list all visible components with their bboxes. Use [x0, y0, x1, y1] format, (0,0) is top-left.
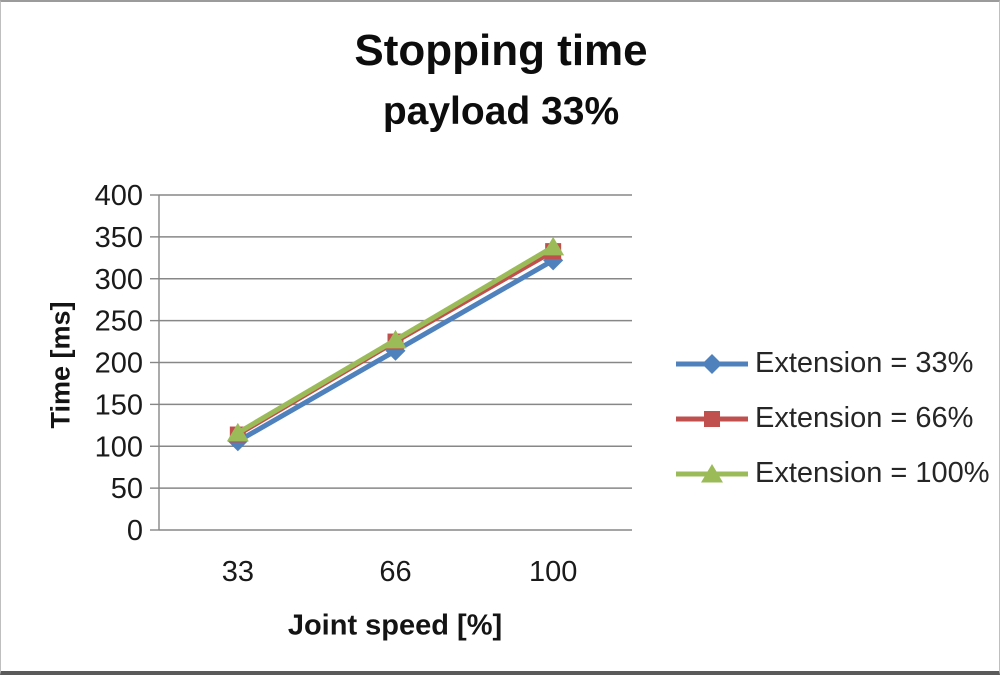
svg-text:50: 50: [111, 473, 143, 505]
svg-text:200: 200: [95, 348, 143, 380]
chart-subtitle: payload 33%: [382, 90, 620, 133]
legend-marker-triangle-icon: [676, 463, 748, 482]
svg-text:150: 150: [95, 389, 143, 421]
y-axis-title: Time [ms]: [45, 301, 76, 429]
svg-text:66: 66: [379, 556, 411, 588]
legend-label: Extension = 100%: [755, 457, 990, 489]
svg-text:400: 400: [95, 180, 143, 212]
svg-text:100: 100: [95, 431, 143, 463]
legend-marker-square-icon: [676, 410, 748, 427]
svg-text:0: 0: [127, 515, 143, 547]
svg-text:100: 100: [529, 556, 577, 588]
legend-item-extension-33: Extension = 33%: [674, 347, 990, 379]
legend-item-extension-66: Extension = 66%: [674, 402, 990, 434]
chart-title: Stopping time: [354, 26, 648, 75]
svg-text:33: 33: [222, 556, 254, 588]
svg-text:250: 250: [95, 306, 143, 338]
legend-marker-diamond-icon: [676, 353, 748, 374]
svg-text:350: 350: [95, 222, 143, 254]
svg-text:300: 300: [95, 264, 143, 296]
legend: Extension = 33% Extension = 66% Extensio…: [674, 347, 990, 489]
legend-label: Extension = 33%: [755, 347, 974, 379]
legend-item-extension-100: Extension = 100%: [674, 457, 990, 489]
x-axis-title: Joint speed [%]: [287, 609, 503, 642]
legend-label: Extension = 66%: [755, 402, 974, 434]
